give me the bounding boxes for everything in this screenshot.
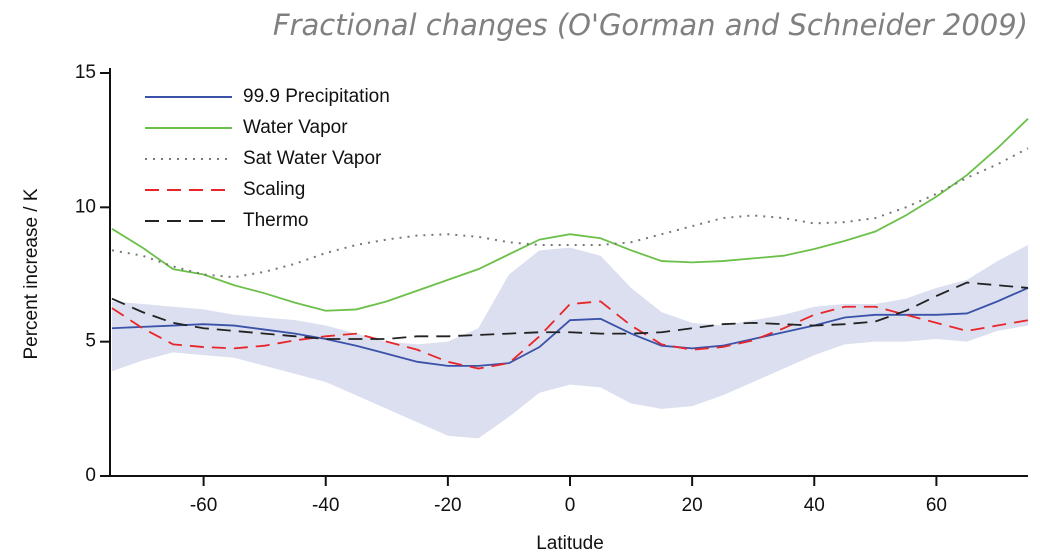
x-tick-label: -60: [190, 495, 217, 516]
series-line: [111, 287, 1029, 367]
x-tick-label: 40: [804, 495, 825, 516]
y-tick-label: 15: [75, 62, 96, 83]
series-line: [111, 147, 1029, 279]
series-line: [111, 281, 1029, 340]
y-tick-label: 5: [85, 331, 96, 352]
legend-label: 99.9 Precipitation: [243, 86, 390, 107]
series-line: [111, 118, 1029, 312]
series-line: [111, 300, 1029, 370]
x-tick-label: 0: [565, 495, 576, 516]
legend-label: Thermo: [243, 210, 308, 231]
y-tick-label: 10: [75, 196, 96, 217]
legend-label: Sat Water Vapor: [243, 148, 382, 169]
legend-label: Water Vapor: [243, 117, 348, 138]
x-tick-label: 20: [682, 495, 703, 516]
x-tick-label: 60: [926, 495, 947, 516]
x-tick-label: -40: [312, 495, 339, 516]
x-tick-label: -20: [434, 495, 461, 516]
y-tick-label: 0: [85, 465, 96, 486]
legend-label: Scaling: [243, 179, 305, 200]
chart-title: Fractional changes (O'Gorman and Schneid…: [273, 8, 1028, 42]
band: [112, 244, 1028, 439]
x-axis-label: Latitude: [536, 533, 604, 554]
y-axis-label: Percent increase / K: [21, 188, 42, 359]
